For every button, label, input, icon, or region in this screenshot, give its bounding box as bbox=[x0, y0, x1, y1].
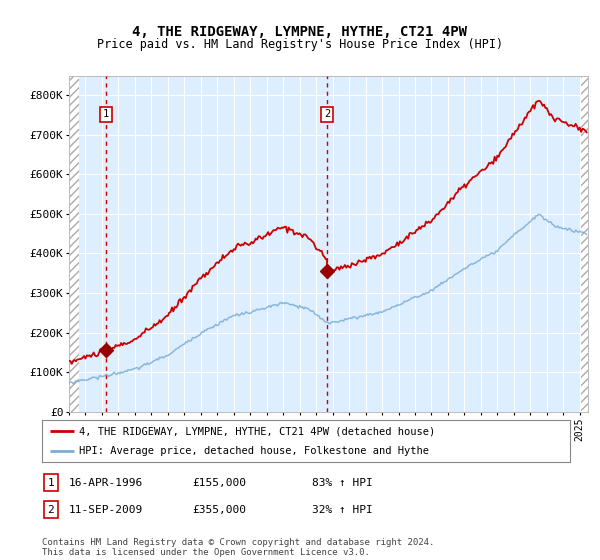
Text: 83% ↑ HPI: 83% ↑ HPI bbox=[312, 478, 373, 488]
Text: £155,000: £155,000 bbox=[192, 478, 246, 488]
Text: 2: 2 bbox=[47, 505, 55, 515]
Text: 1: 1 bbox=[47, 478, 55, 488]
Text: Contains HM Land Registry data © Crown copyright and database right 2024.
This d: Contains HM Land Registry data © Crown c… bbox=[42, 538, 434, 557]
Text: 4, THE RIDGEWAY, LYMPNE, HYTHE, CT21 4PW (detached house): 4, THE RIDGEWAY, LYMPNE, HYTHE, CT21 4PW… bbox=[79, 426, 435, 436]
Bar bbox=[581, 76, 588, 412]
Text: Price paid vs. HM Land Registry's House Price Index (HPI): Price paid vs. HM Land Registry's House … bbox=[97, 38, 503, 51]
Text: 32% ↑ HPI: 32% ↑ HPI bbox=[312, 505, 373, 515]
Text: 11-SEP-2009: 11-SEP-2009 bbox=[69, 505, 143, 515]
Text: 1: 1 bbox=[103, 109, 109, 119]
Text: 16-APR-1996: 16-APR-1996 bbox=[69, 478, 143, 488]
Text: 2: 2 bbox=[324, 109, 330, 119]
Text: 4, THE RIDGEWAY, LYMPNE, HYTHE, CT21 4PW: 4, THE RIDGEWAY, LYMPNE, HYTHE, CT21 4PW bbox=[133, 25, 467, 39]
Text: HPI: Average price, detached house, Folkestone and Hythe: HPI: Average price, detached house, Folk… bbox=[79, 446, 429, 456]
Text: £355,000: £355,000 bbox=[192, 505, 246, 515]
Bar bbox=[69, 76, 79, 412]
